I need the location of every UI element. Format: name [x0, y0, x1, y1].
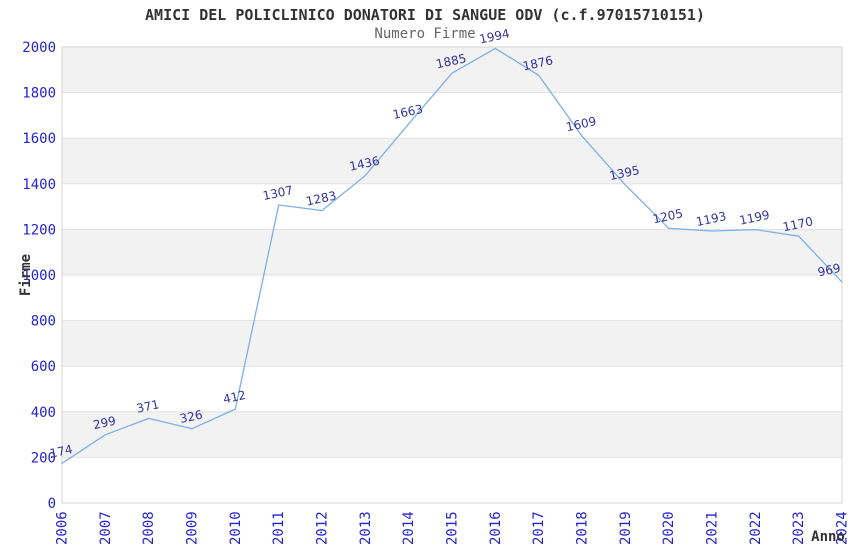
data-point-label: 412	[222, 388, 247, 406]
point-labels: 174 299 371 326 412 1307 1283 1436 1663 1885 1994 1…	[49, 26, 842, 460]
x-tick-label: 2008	[141, 511, 157, 545]
data-point-label: 299	[92, 414, 117, 432]
x-tick-label: 2011	[271, 511, 287, 545]
x-tick-label: 2022	[748, 511, 764, 545]
data-point-label: 1663	[391, 102, 424, 122]
x-tick-label: 2009	[185, 511, 201, 545]
data-point-label: 1436	[348, 154, 381, 174]
gridlines	[62, 92, 842, 458]
x-tick-label: 2016	[488, 511, 504, 545]
x-tick-label: 2007	[98, 511, 114, 545]
data-point-label: 1609	[565, 114, 598, 134]
x-tick-label: 2014	[401, 511, 417, 545]
y-tick-label: 1000	[22, 268, 56, 284]
data-point-label: 1199	[738, 208, 771, 228]
plot-band	[62, 366, 842, 412]
data-point-label: 326	[179, 408, 204, 426]
plot-band	[62, 320, 842, 367]
y-tick-label: 1400	[22, 177, 56, 193]
y-tick-label: 200	[31, 450, 56, 466]
data-point-label: 1205	[651, 206, 684, 226]
x-tick-label: 2020	[661, 511, 677, 545]
y-tick-label: 800	[31, 314, 56, 330]
plot-band	[62, 457, 842, 503]
data-series	[61, 47, 843, 464]
data-point-label: 1193	[695, 209, 728, 229]
x-axis-ticks: 2006 2007 2008 2009 2010 2011 2012 2013 2014 2015…	[55, 511, 850, 545]
plot-band	[62, 275, 842, 321]
x-tick-label: 2013	[358, 511, 374, 545]
data-point-label: 1994	[478, 26, 511, 46]
y-tick-label: 1600	[22, 131, 56, 147]
y-tick-label: 1800	[22, 86, 56, 102]
plot-band	[62, 183, 842, 230]
plot-band	[62, 138, 842, 184]
y-tick-label: 600	[31, 359, 56, 375]
y-tick-label: 1200	[22, 222, 56, 238]
data-point-label: 371	[135, 397, 160, 415]
x-tick-label: 2023	[791, 511, 807, 545]
data-point-label: 174	[49, 442, 74, 460]
x-tick-label: 2018	[575, 511, 591, 545]
data-line	[61, 47, 843, 464]
plot-border	[61, 46, 843, 504]
y-tick-label: 0	[48, 496, 56, 512]
x-tick-label: 2006	[55, 511, 71, 545]
y-axis-title: Firme	[18, 254, 34, 296]
data-point-label: 1395	[608, 163, 641, 183]
chart-title: AMICI DEL POLICLINICO DONATORI DI SANGUE…	[145, 6, 705, 24]
y-axis-ticks: 0 200 400 600 800 1000 1200 1400 1600 1800 2000	[22, 40, 56, 512]
x-tick-label: 2019	[618, 511, 634, 545]
x-tick-label: 2024	[835, 511, 850, 545]
data-point-label: 1307	[261, 183, 294, 203]
plot-bands	[62, 47, 842, 503]
x-tick-label: 2010	[228, 511, 244, 545]
plot-band	[62, 411, 842, 458]
plot-band	[62, 229, 842, 275]
x-tick-label: 2017	[531, 511, 547, 545]
data-point-label: 1283	[305, 189, 338, 209]
y-tick-label: 2000	[22, 40, 56, 56]
data-point-label: 969	[817, 261, 842, 279]
y-tick-label: 400	[31, 405, 56, 421]
x-axis-title: Anno	[811, 529, 845, 545]
data-point-label: 1170	[781, 214, 814, 234]
data-point-label: 1885	[435, 51, 468, 71]
data-point-label: 1876	[521, 53, 554, 73]
chart-subtitle: Numero Firme	[374, 26, 476, 42]
plot-band	[62, 92, 842, 139]
x-tick-label: 2021	[705, 511, 721, 545]
x-tick-label: 2012	[315, 511, 331, 545]
x-tick-label: 2015	[445, 511, 461, 545]
plot-band	[62, 47, 842, 93]
